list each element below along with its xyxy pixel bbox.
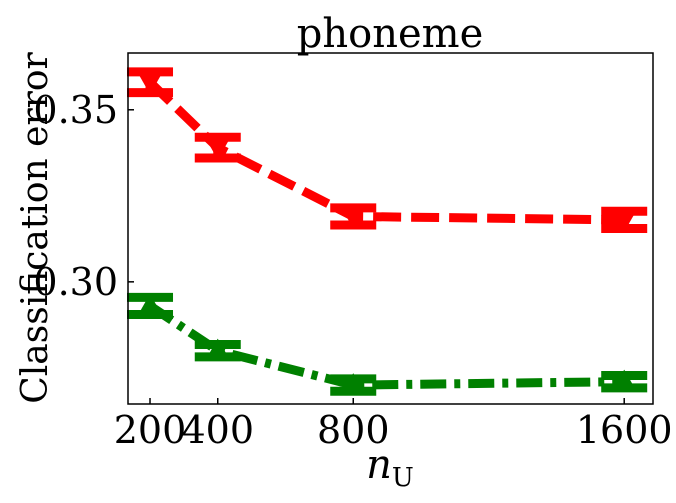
y-tick-label: 0.30: [33, 260, 118, 304]
x-axis-label-subscript: U: [392, 463, 414, 493]
data-point: [138, 73, 163, 95]
y-tick-label: 0.35: [33, 88, 118, 132]
data-point: [205, 338, 230, 360]
data-point: [341, 207, 366, 229]
series-line: [147, 302, 625, 390]
series-1: [127, 67, 648, 233]
y-axis-label: Classification error: [15, 51, 56, 403]
data-point: [138, 293, 163, 315]
plot-frame: [127, 52, 654, 405]
series-layer: [127, 67, 648, 396]
x-tick-label: 1600: [576, 408, 673, 452]
data-point: [341, 373, 366, 395]
x-tick-label: 200: [114, 408, 187, 452]
series-line: [146, 79, 625, 225]
data-point: [612, 210, 637, 232]
data-point: [612, 369, 637, 391]
x-tick-label: 800: [317, 408, 390, 452]
x-axis-label-main: n: [366, 442, 392, 488]
data-point: [205, 138, 230, 160]
x-axis-label: nU: [366, 442, 414, 493]
x-tick-label: 400: [181, 408, 254, 452]
series-2: [127, 292, 648, 396]
chart-title: phoneme: [297, 11, 483, 57]
